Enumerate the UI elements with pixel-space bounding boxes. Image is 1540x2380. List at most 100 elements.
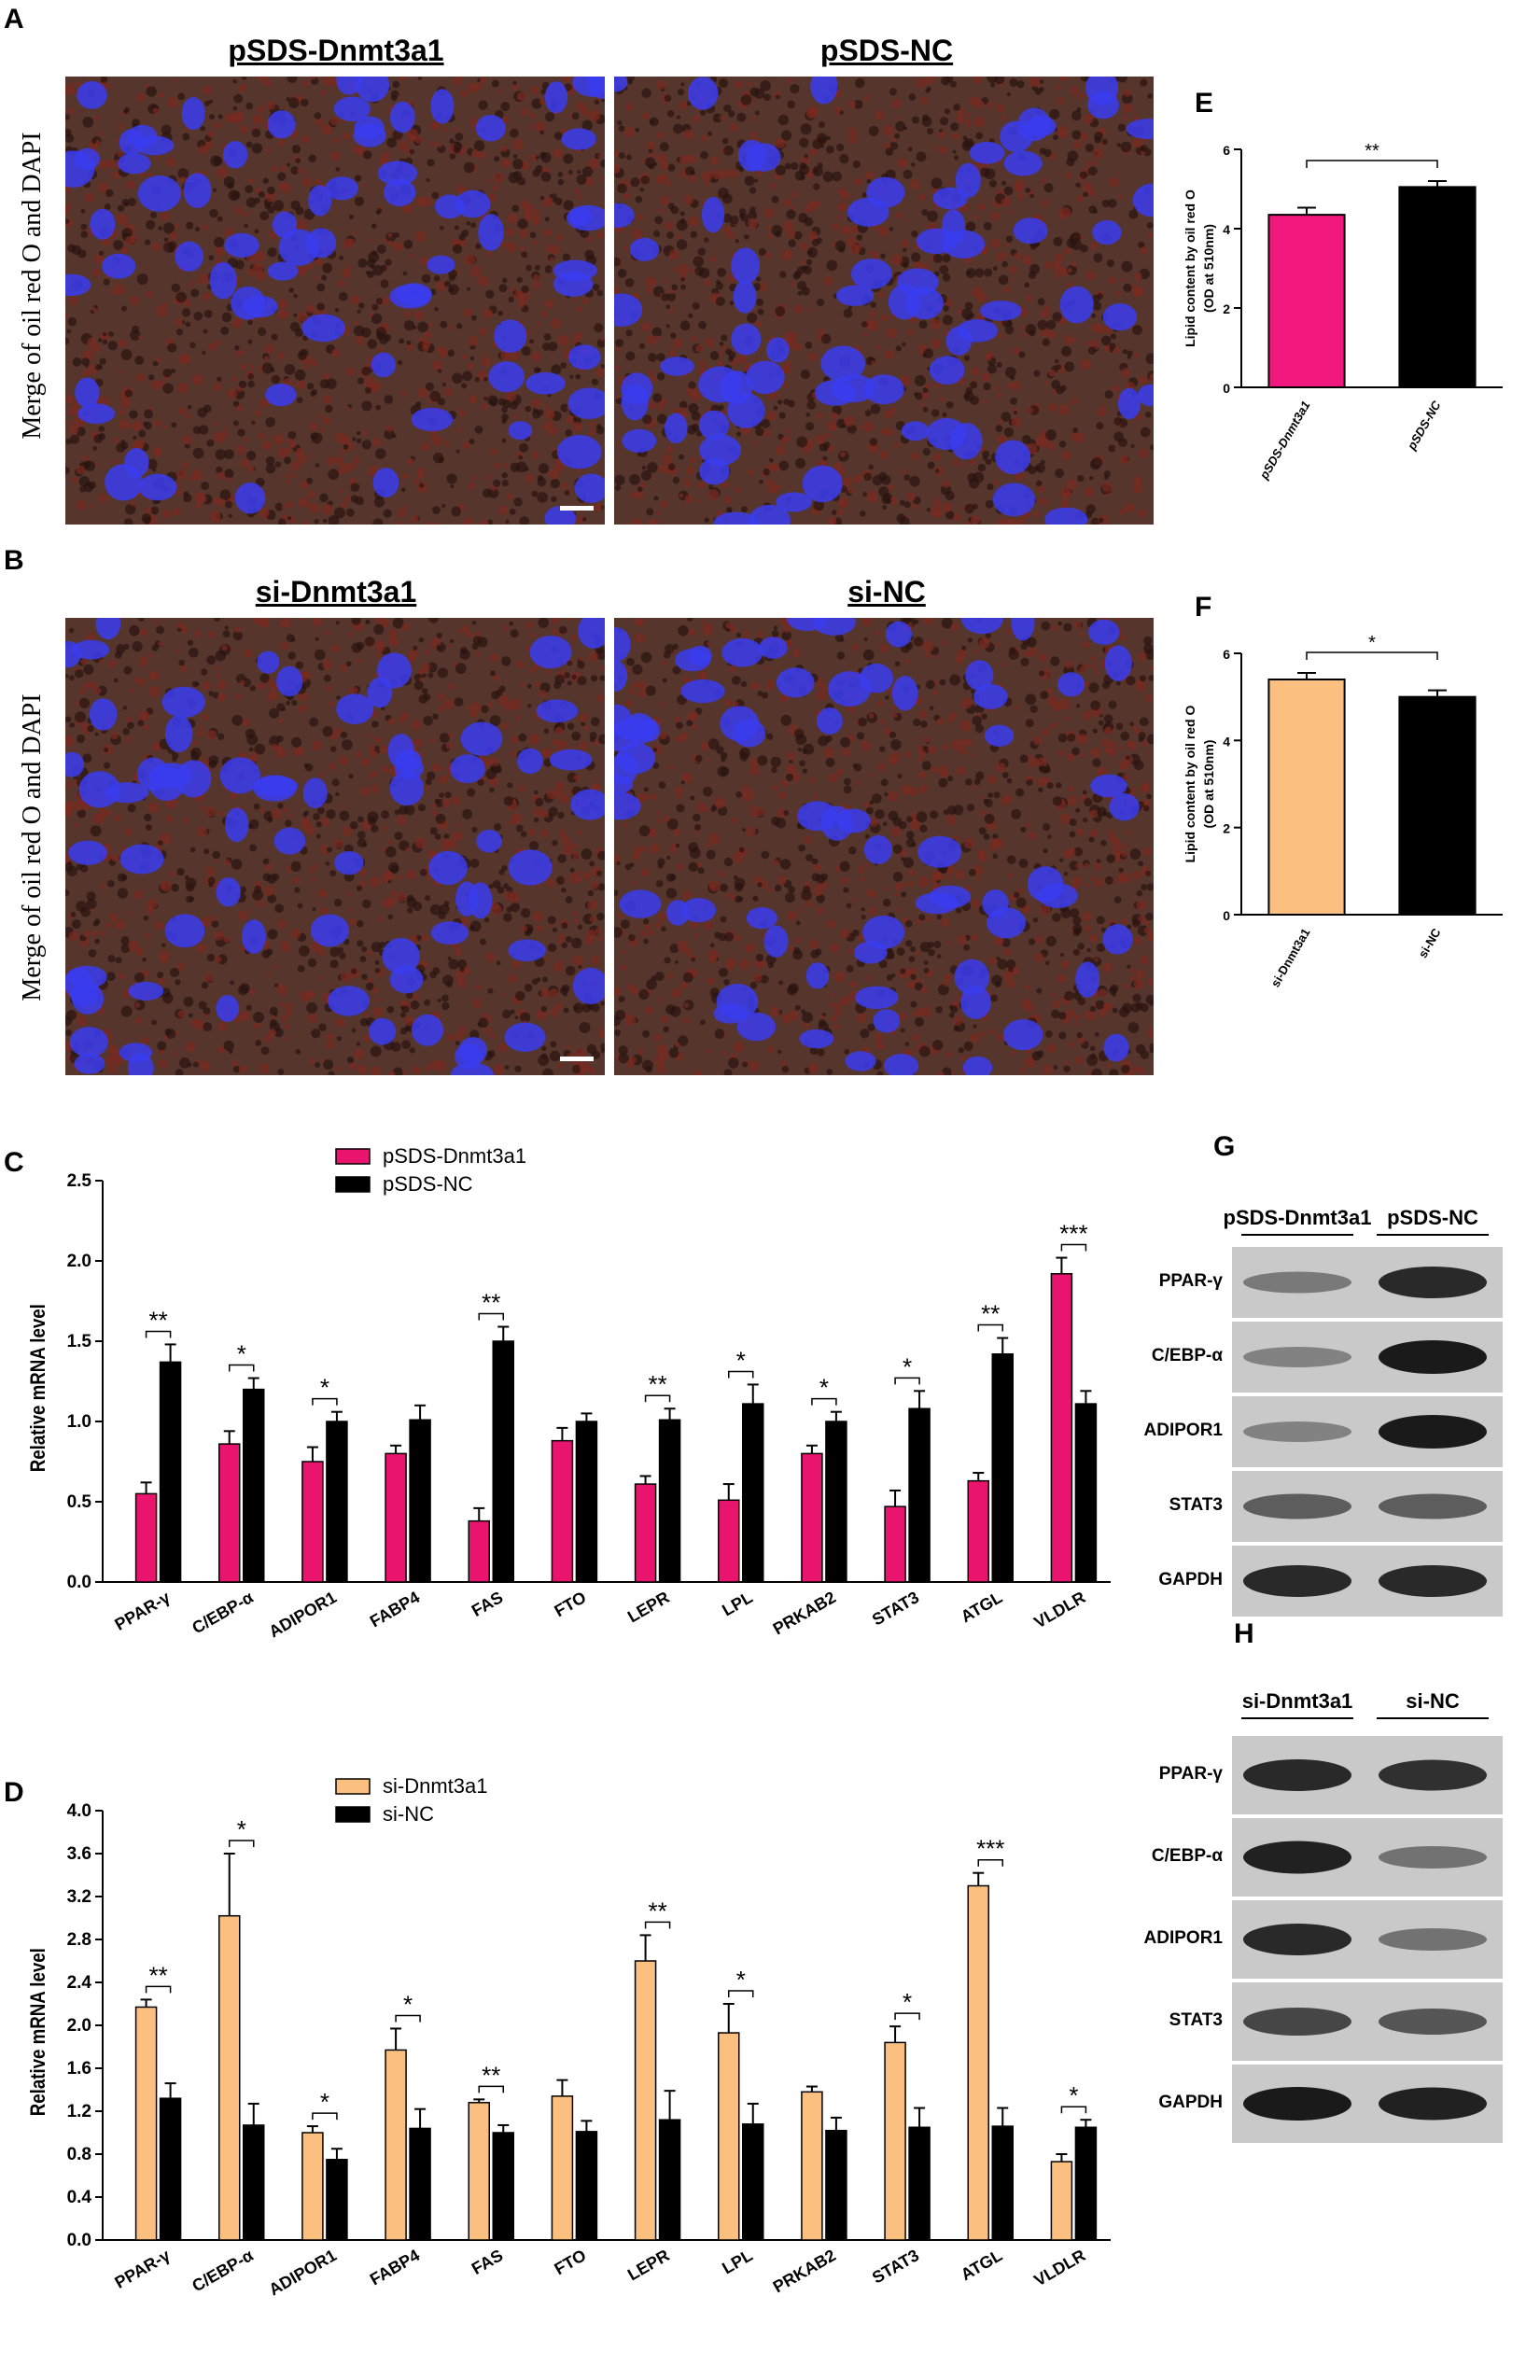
- x-tick-label: pSDS-NC: [1404, 398, 1444, 453]
- x-tick-label: PPAR-γ: [112, 2246, 174, 2292]
- significance-label: *: [320, 2088, 329, 2116]
- bar-VLDLR-control: [1074, 2126, 1098, 2241]
- significance-bracket: [977, 1858, 1003, 1867]
- significance-bracket: [1060, 2106, 1087, 2114]
- bar-FTO-treatment: [551, 2095, 574, 2241]
- micrograph-texture: [65, 77, 605, 525]
- significance-bracket: [977, 1323, 1003, 1332]
- significance-label: ***: [976, 1835, 1004, 1863]
- bar-ATGL-control: [991, 1353, 1014, 1583]
- significance-bracket: [811, 1397, 837, 1406]
- x-tick-label: FTO: [552, 1588, 590, 1620]
- bar-ADIPOR1-treatment: [301, 1461, 324, 1583]
- y-tick-label: 6: [1223, 647, 1230, 662]
- significance-label: *: [320, 1374, 329, 1402]
- x-tick-label: PRKAB2: [770, 1588, 839, 1638]
- bar-LPL-control: [742, 1403, 764, 1583]
- micrograph-pSDS-NC: [614, 77, 1154, 525]
- blot-protein-label: C/EBP-α: [1151, 1846, 1223, 1866]
- bar-ADIPOR1-treatment: [301, 2132, 324, 2241]
- blot-band: [1379, 1928, 1487, 1951]
- bar-C/EBP-α-control: [243, 2124, 265, 2241]
- blot-strip: [1232, 1818, 1503, 1897]
- x-tick-label: VLDLR: [1030, 2246, 1088, 2289]
- bar-VLDLR-treatment: [1050, 2161, 1073, 2241]
- micrograph-pSDS-Dnmt3a1: [65, 77, 605, 525]
- bar-C/EBP-α-control: [243, 1388, 265, 1583]
- bar-FTO-control: [575, 2131, 598, 2241]
- blot-strip-bands: [1243, 1340, 1487, 1374]
- y-tick-label: 2: [1223, 301, 1230, 316]
- y-tick-label: 4.0: [67, 1801, 91, 1821]
- y-tick-label: 0.5: [67, 1492, 92, 1512]
- blot-strip: [1232, 1982, 1503, 2061]
- micrograph-texture: [614, 77, 1154, 525]
- bar-pSDS-NC: [1398, 186, 1477, 388]
- blot-protein-label: GAPDH: [1158, 1570, 1223, 1589]
- blot-strip: [1232, 1546, 1503, 1617]
- bar-FAS-treatment: [468, 1519, 490, 1583]
- legend-label: si-NC: [383, 1802, 434, 1826]
- blot-band: [1379, 2087, 1487, 2121]
- chart-d: D 0.0 0.4 0.8 1.2 1.6 2.0 2.4 2.8 3.2 3.6 4.0 Relati…: [4, 1774, 1111, 2299]
- blot-header-underline: [1241, 1717, 1353, 1719]
- significance-bracket: [478, 2085, 504, 2093]
- blot-header-underline: [1377, 1717, 1489, 1719]
- x-tick-label: ADIPOR1: [266, 1588, 340, 1641]
- bar-STAT3-treatment: [884, 1505, 906, 1583]
- significance-bracket: [1306, 160, 1438, 168]
- blot-band: [1243, 2087, 1351, 2121]
- bar-C/EBP-α-treatment: [218, 1443, 241, 1583]
- y-tick-label: 1.5: [67, 1332, 92, 1351]
- bar-STAT3-control: [908, 1407, 931, 1583]
- significance-bracket: [1060, 1243, 1087, 1252]
- bar-FABP4-treatment: [385, 1452, 407, 1583]
- legend-label: pSDS-NC: [383, 1172, 473, 1196]
- significance-bracket: [728, 1990, 754, 1997]
- significance-bracket: [644, 1394, 671, 1403]
- x-tick-label: PPAR-γ: [112, 1588, 174, 1634]
- x-tick-label: ADIPOR1: [266, 2246, 340, 2299]
- significance-label: **: [148, 1961, 167, 1989]
- image-title-pSDS-NC: pSDS-NC: [819, 34, 954, 67]
- y-axis-label: (OD at 510nm): [1201, 224, 1216, 313]
- blot-strip-bands: [1243, 2008, 1487, 2036]
- y-tick-label: 6: [1223, 143, 1230, 158]
- bar-LPL-treatment: [718, 1499, 740, 1583]
- blot-strip: [1232, 1247, 1503, 1318]
- significance-label: ***: [1059, 1220, 1087, 1248]
- legend-swatch: [335, 1806, 371, 1823]
- micrograph-texture: [614, 618, 1154, 1075]
- x-tick-label: LEPR: [624, 1588, 673, 1626]
- significance-label: **: [148, 1306, 167, 1334]
- significance-bracket: [1306, 651, 1438, 660]
- bar-PPAR-γ-treatment: [134, 2006, 158, 2241]
- blot-strip: [1232, 1900, 1503, 1979]
- bar-LEPR-control: [658, 2119, 681, 2241]
- x-tick-label: FABP4: [367, 1588, 423, 1631]
- y-tick-label: 2.4: [67, 1973, 92, 1993]
- bar-ADIPOR1-control: [326, 1421, 348, 1583]
- y-tick-label: 0.8: [67, 2145, 91, 2164]
- legend-label: pSDS-Dnmt3a1: [383, 1144, 526, 1168]
- blot-strip: [1232, 1396, 1503, 1467]
- micrograph-texture: [65, 618, 605, 1075]
- blot-strip: [1232, 1736, 1503, 1814]
- x-tick-label: ATGL: [958, 1588, 1005, 1626]
- y-tick-label: 2.5: [67, 1171, 92, 1191]
- bar-FAS-control: [492, 2132, 514, 2241]
- bar-pSDS-Dnmt3a1: [1267, 214, 1346, 388]
- significance-label: **: [1365, 141, 1379, 161]
- image-title-si-Dnmt3a1: si-Dnmt3a1: [255, 575, 417, 609]
- significance-label: **: [482, 1289, 500, 1317]
- panel-b-side-label: Merge of oil red O and DAPI: [18, 693, 47, 1001]
- blot-band: [1243, 1421, 1351, 1442]
- significance-bracket: [395, 2014, 421, 2023]
- bar-FAS-control: [492, 1340, 514, 1583]
- bar-FABP4-treatment: [385, 2049, 407, 2241]
- x-tick-label: FAS: [469, 2246, 506, 2278]
- x-tick-label: STAT3: [869, 1588, 922, 1629]
- legend-swatch: [335, 1148, 371, 1165]
- significance-label: *: [903, 1352, 912, 1380]
